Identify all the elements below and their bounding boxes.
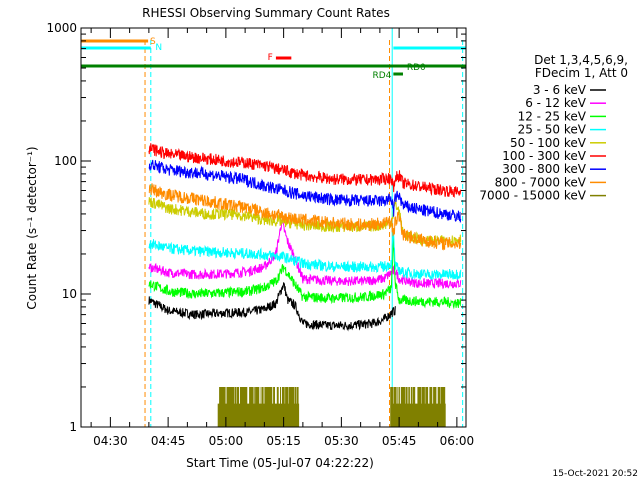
series-line [148,282,396,332]
x-tick-label: 05:45 [382,434,417,448]
x-axis-label: Start Time (05-Jul-07 04:22:22) [186,456,374,470]
annotation-label: F [268,53,273,63]
series-line [148,159,462,223]
annotation-label: S [150,37,156,47]
y-tick-label: 100 [54,154,77,168]
legend-entry-label: 12 - 25 keV [518,109,587,123]
y-tick-label: 1 [69,420,77,434]
x-tick-label: 05:15 [266,434,301,448]
series-line [217,387,446,427]
legend-entry-label: 3 - 6 keV [533,83,587,97]
annotation-label: RD4 [373,71,392,81]
legend-entry-label: 800 - 7000 keV [495,175,587,189]
legend-header: Det 1,3,4,5,6,9, [534,53,628,67]
y-tick-label: 10 [62,287,77,301]
plot-frame [80,27,467,428]
y-axis-label: Count Rate (s⁻¹ detector⁻¹) [25,146,39,309]
legend-entry-label: 300 - 800 keV [502,162,586,176]
legend-entry-label: 6 - 12 keV [525,96,587,110]
x-tick-label: 05:30 [324,434,359,448]
timestamp-label: 15-Oct-2021 20:52 [553,469,638,479]
legend: Det 1,3,4,5,6,9,FDecim 1, Att 0 3 - 6 keV… [479,53,628,203]
legend-entry-label: 100 - 300 keV [502,149,586,163]
legend-entry-label: 7000 - 15000 keV [479,189,586,203]
series-layer [148,143,462,427]
series-line [148,218,462,290]
plot-annotations: SN F RD4 RD0 [81,28,466,427]
annotation-label: RD0 [407,63,426,73]
series-line [148,183,462,251]
series-line [148,229,462,281]
x-tick-label: 04:30 [93,434,128,448]
legend-entry-label: 50 - 100 keV [510,136,587,150]
legend-entry-label: 25 - 50 keV [518,123,587,137]
annotation-label: N [155,43,162,53]
x-tick-label: 05:00 [209,434,244,448]
x-tick-label: 04:45 [151,434,186,448]
chart-title: RHESSI Observing Summary Count Rates [142,6,390,20]
legend-header: FDecim 1, Att 0 [535,66,628,80]
series-line [148,232,462,310]
axis-ticks: 1 10 100 1000 04:30 04:45 05:00 05:15 05:30 05:45… [46,21,474,448]
series-line [148,143,462,198]
x-tick-label: 06:00 [440,434,475,448]
y-tick-label: 1000 [46,21,77,35]
